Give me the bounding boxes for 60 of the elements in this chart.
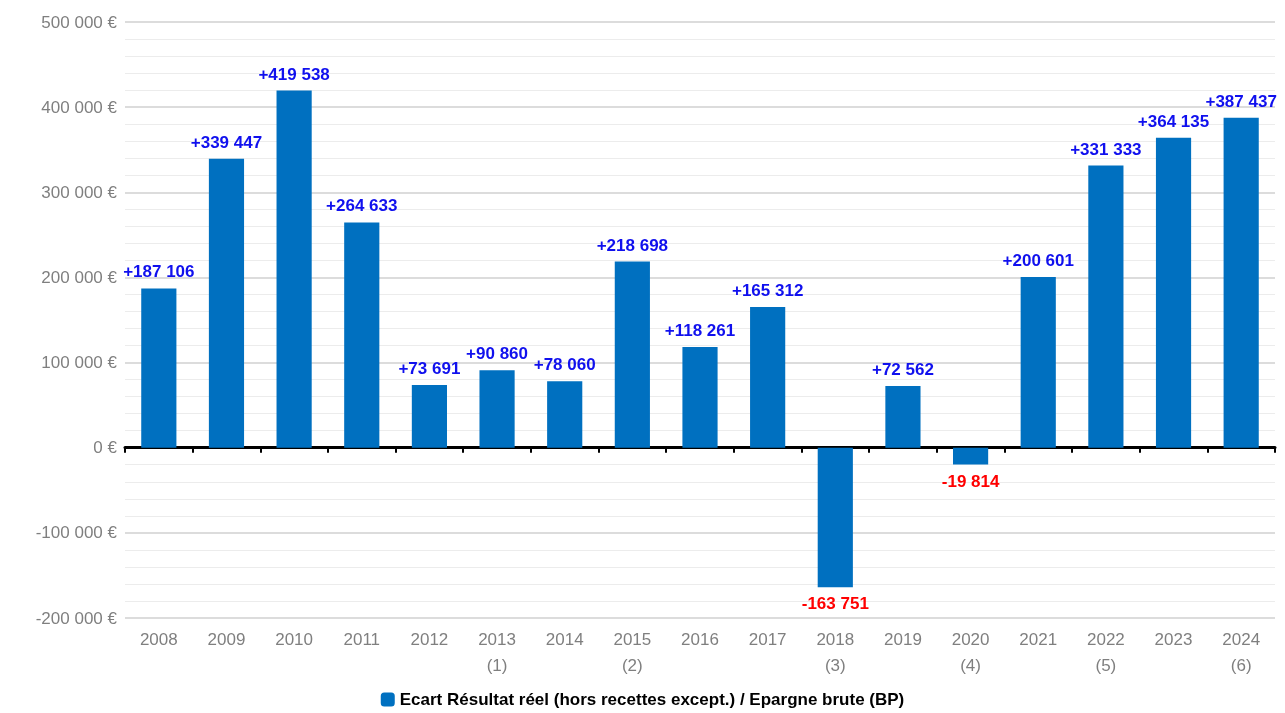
bar <box>344 222 380 448</box>
bar <box>411 384 447 448</box>
data-label: +364 135 <box>1137 111 1210 131</box>
data-label: +218 698 <box>596 235 669 255</box>
y-tick-label: 200 000 € <box>41 267 118 287</box>
x-tick-label: 2017 <box>748 629 787 649</box>
y-tick-label: 500 000 € <box>41 12 118 32</box>
bar <box>1020 276 1056 448</box>
x-tick-label: 2013 (1) <box>478 629 516 675</box>
data-label: +200 601 <box>1002 250 1074 270</box>
y-tick-label: 300 000 € <box>41 182 118 202</box>
data-label: +187 106 <box>123 262 195 282</box>
bar <box>682 347 718 448</box>
bar <box>1088 165 1124 448</box>
data-label: -163 751 <box>801 594 869 614</box>
bar <box>208 158 245 448</box>
x-tick-label: 2019 <box>884 629 922 649</box>
x-tick-label: 2011 <box>343 629 381 649</box>
data-label: +264 633 <box>326 196 398 216</box>
x-tick-label: 2014 <box>545 629 584 649</box>
x-tick-label: 2023 <box>1154 629 1193 649</box>
data-label: +72 562 <box>871 359 934 379</box>
x-tick-label: 2022 (5) <box>1086 629 1125 675</box>
data-label: +73 691 <box>398 358 461 378</box>
bar <box>276 90 312 448</box>
legend-label: Ecart Résultat réel (hors recettes except.) / Epargne brute (BP) <box>399 690 905 709</box>
bar <box>885 385 921 448</box>
data-label: +331 333 <box>1070 139 1142 159</box>
x-tick-label: 2012 <box>410 629 449 649</box>
x-tick-label: 2015 (2) <box>613 629 652 675</box>
x-tick-label: 2016 <box>681 629 719 649</box>
data-label: -19 814 <box>941 471 1000 491</box>
data-label: +339 447 <box>190 132 263 152</box>
bar <box>1223 117 1259 448</box>
bar <box>479 370 515 448</box>
x-tick-label: 2020 (4) <box>951 629 990 675</box>
x-tick-label: 2008 <box>139 629 178 649</box>
x-tick-label: 2021 <box>1019 629 1058 649</box>
bar <box>750 306 786 448</box>
x-tick-label: 2024 (6) <box>1222 629 1261 675</box>
data-label: +118 261 <box>664 321 736 341</box>
bar <box>141 288 177 448</box>
data-label: +78 060 <box>533 355 596 375</box>
data-label: +165 312 <box>731 280 804 300</box>
data-label: +90 860 <box>466 344 529 364</box>
y-tick-label: 400 000 € <box>41 97 118 117</box>
y-tick-label: 0 € <box>93 438 118 458</box>
x-tick-label: 2010 <box>275 629 314 649</box>
bar <box>817 447 853 588</box>
x-tick-label: 2018 (3) <box>816 629 855 675</box>
y-tick-label: -200 000 € <box>35 608 118 628</box>
y-tick-label: 100 000 € <box>41 353 118 373</box>
data-label: +387 437 <box>1205 91 1277 111</box>
bar <box>953 447 989 465</box>
y-tick-label: -100 000 € <box>35 523 118 543</box>
bar <box>614 261 650 448</box>
bar <box>1155 137 1192 448</box>
x-tick-label: 2009 <box>207 629 246 649</box>
bar <box>547 381 583 448</box>
data-label: +419 538 <box>258 64 330 84</box>
